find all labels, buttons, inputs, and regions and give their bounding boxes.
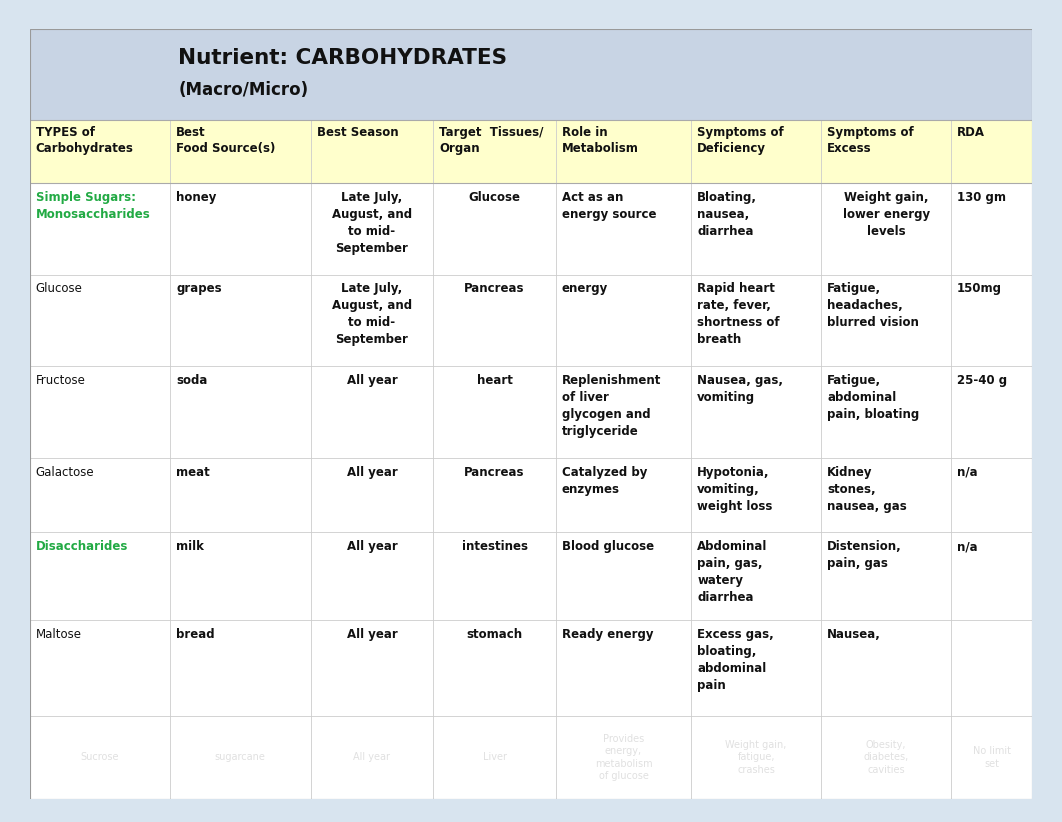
Text: Pancreas: Pancreas xyxy=(464,282,525,295)
Text: RDA: RDA xyxy=(957,126,986,139)
Text: (Macro/Micro): (Macro/Micro) xyxy=(178,81,308,99)
Text: Best
Food Source(s): Best Food Source(s) xyxy=(176,126,275,155)
Text: Pancreas: Pancreas xyxy=(464,466,525,479)
Text: Maltose: Maltose xyxy=(36,627,82,640)
Text: meat: meat xyxy=(176,466,210,479)
Text: soda: soda xyxy=(176,374,207,387)
Text: Ready energy: Ready energy xyxy=(562,627,653,640)
Bar xyxy=(30,275,1032,367)
Text: Nausea,: Nausea, xyxy=(827,627,881,691)
Text: Simple Sugars:
Monosaccharides: Simple Sugars: Monosaccharides xyxy=(36,191,151,220)
Text: Weight gain,
lower energy
levels: Weight gain, lower energy levels xyxy=(842,191,929,238)
Text: Glucose: Glucose xyxy=(36,282,83,295)
Text: honey: honey xyxy=(176,191,217,204)
Text: No limit
set: No limit set xyxy=(973,746,1011,769)
Text: Act as an
energy source: Act as an energy source xyxy=(562,191,656,220)
Text: grapes: grapes xyxy=(176,282,222,295)
Text: Catalyzed by
enzymes: Catalyzed by enzymes xyxy=(562,466,648,496)
Text: Obesity,
diabetes,
cavities: Obesity, diabetes, cavities xyxy=(863,740,909,775)
Text: 25-40 g: 25-40 g xyxy=(957,374,1007,387)
Text: Weight gain,
fatigue,
crashes: Weight gain, fatigue, crashes xyxy=(725,740,787,775)
Text: Bloating,
nausea,
diarrhea: Bloating, nausea, diarrhea xyxy=(697,191,757,238)
Text: Rapid heart
rate, fever,
shortness of
breath: Rapid heart rate, fever, shortness of br… xyxy=(697,282,780,346)
Text: bread: bread xyxy=(176,627,215,640)
Text: Kidney
stones,
nausea, gas: Kidney stones, nausea, gas xyxy=(827,466,907,513)
Bar xyxy=(30,367,1032,458)
Bar xyxy=(30,120,1032,182)
Bar xyxy=(30,716,1032,799)
Text: milk: milk xyxy=(176,540,204,553)
Text: Symptoms of
Deficiency: Symptoms of Deficiency xyxy=(697,126,784,155)
Text: Provides
energy,
metabolism
of glucose: Provides energy, metabolism of glucose xyxy=(595,734,652,781)
Text: Late July,
August, and
to mid-
September: Late July, August, and to mid- September xyxy=(331,191,412,255)
Text: Nausea, gas,
vomiting: Nausea, gas, vomiting xyxy=(697,374,783,404)
Text: Late July,
August, and
to mid-
September: Late July, August, and to mid- September xyxy=(331,282,412,346)
Bar xyxy=(30,533,1032,620)
Text: heart: heart xyxy=(477,374,513,387)
Text: n/a: n/a xyxy=(957,540,978,553)
Text: Symptoms of
Excess: Symptoms of Excess xyxy=(827,126,914,155)
Text: Sucrose: Sucrose xyxy=(81,752,119,763)
Text: Abdominal
pain, gas,
watery
diarrhea: Abdominal pain, gas, watery diarrhea xyxy=(697,540,768,604)
Text: 150mg: 150mg xyxy=(957,282,1003,295)
Text: Fructose: Fructose xyxy=(36,374,86,387)
Text: Best Season: Best Season xyxy=(316,126,398,139)
Bar xyxy=(30,458,1032,533)
Text: Glucose: Glucose xyxy=(468,191,520,204)
Text: Galactose: Galactose xyxy=(36,466,95,479)
Text: All year: All year xyxy=(346,466,397,479)
Text: intestines: intestines xyxy=(462,540,528,553)
Text: All year: All year xyxy=(346,627,397,640)
Text: All year: All year xyxy=(346,374,397,387)
Text: Blood glucose: Blood glucose xyxy=(562,540,654,553)
Text: Fatigue,
abdominal
pain, bloating: Fatigue, abdominal pain, bloating xyxy=(827,374,920,421)
Text: Liver: Liver xyxy=(482,752,507,763)
Text: Hypotonia,
vomiting,
weight loss: Hypotonia, vomiting, weight loss xyxy=(697,466,772,513)
Text: Nutrient: CARBOHYDRATES: Nutrient: CARBOHYDRATES xyxy=(178,48,508,68)
Text: Role in
Metabolism: Role in Metabolism xyxy=(562,126,639,155)
Text: n/a: n/a xyxy=(957,466,978,479)
Text: Target  Tissues/
Organ: Target Tissues/ Organ xyxy=(440,126,544,155)
Text: sugarcane: sugarcane xyxy=(215,752,266,763)
Text: Replenishment
of liver
glycogen and
triglyceride: Replenishment of liver glycogen and trig… xyxy=(562,374,662,438)
Text: Fatigue,
headaches,
blurred vision: Fatigue, headaches, blurred vision xyxy=(827,282,919,330)
Text: TYPES of
Carbohydrates: TYPES of Carbohydrates xyxy=(36,126,134,155)
Bar xyxy=(30,182,1032,275)
Text: Disaccharides: Disaccharides xyxy=(36,540,129,553)
Bar xyxy=(30,29,1032,120)
Text: Excess gas,
bloating,
abdominal
pain: Excess gas, bloating, abdominal pain xyxy=(697,627,774,691)
Text: All year: All year xyxy=(354,752,391,763)
Text: All year: All year xyxy=(346,540,397,553)
Text: Distension,
pain, gas: Distension, pain, gas xyxy=(827,540,902,570)
Text: 130 gm: 130 gm xyxy=(957,191,1006,204)
Bar xyxy=(30,620,1032,716)
Text: energy: energy xyxy=(562,282,609,295)
Text: stomach: stomach xyxy=(466,627,523,640)
